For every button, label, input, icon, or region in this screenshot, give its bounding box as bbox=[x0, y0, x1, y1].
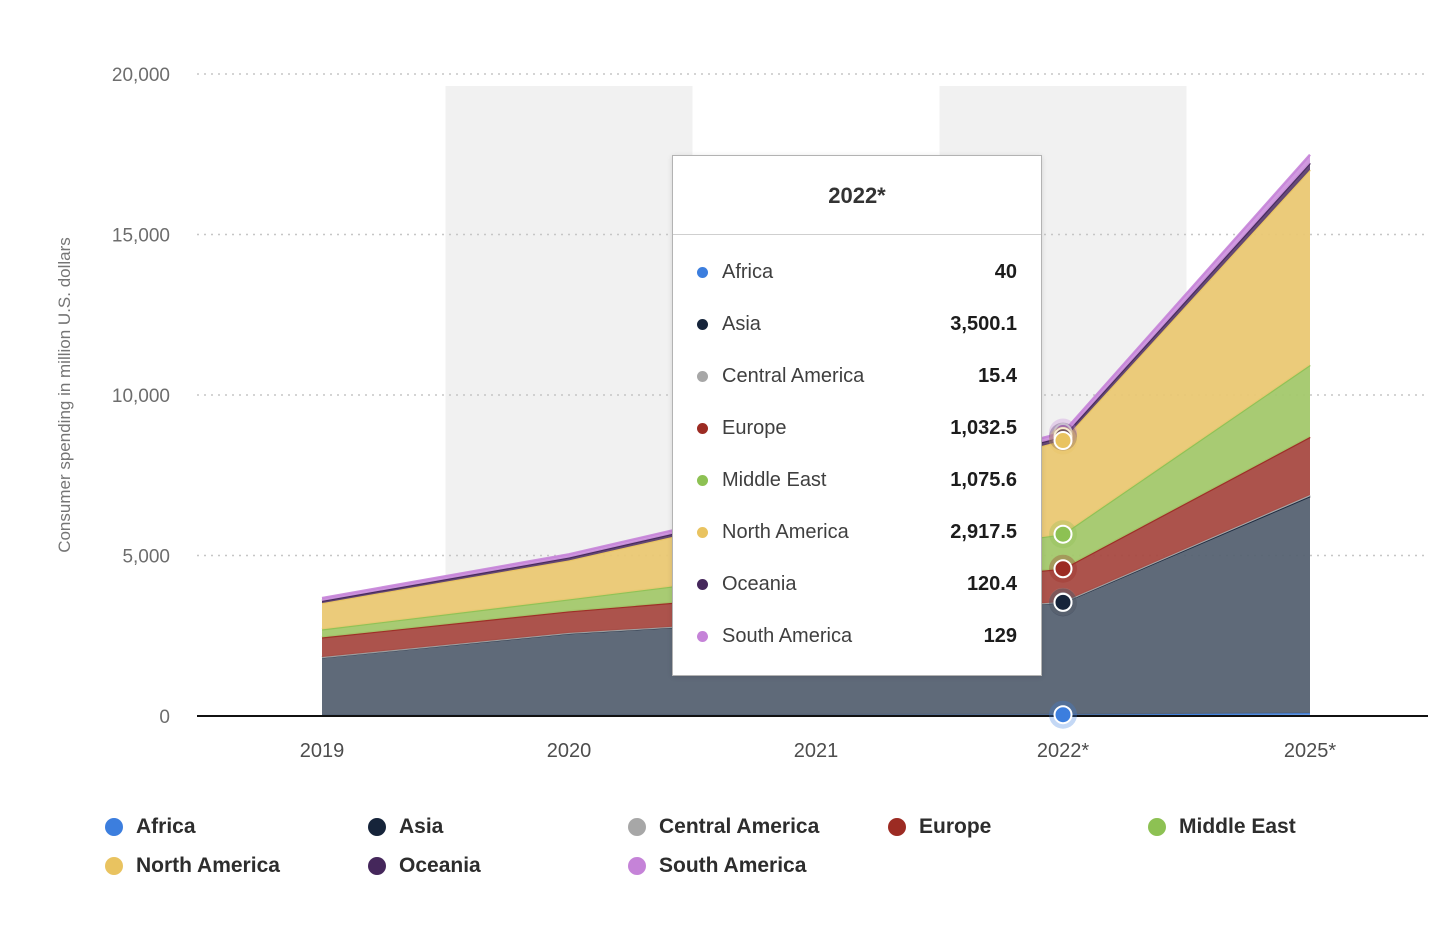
tooltip-series-value: 129 bbox=[983, 624, 1017, 647]
series-dot-icon bbox=[697, 266, 708, 278]
legend: Africa Asia Central America Europe Middle Ea… bbox=[105, 815, 1405, 877]
x-tick-label-2020: 2020 bbox=[547, 740, 592, 762]
series-dot-icon bbox=[697, 474, 708, 486]
tooltip-series-value: 1,075.6 bbox=[950, 468, 1017, 491]
tooltip-row-asia: Asia 3,500.1 bbox=[697, 298, 1017, 350]
tooltip-row-south-america: South America 129 bbox=[697, 610, 1017, 662]
marker-north-america[interactable] bbox=[1053, 431, 1073, 451]
y-axis-title: Consumer spending in million U.S. dollar… bbox=[55, 237, 74, 553]
legend-dot-icon bbox=[368, 856, 386, 875]
tooltip-row-europe: Europe 1,032.5 bbox=[697, 402, 1017, 454]
tooltip-series-value: 3,500.1 bbox=[950, 312, 1017, 335]
area-north-america[interactable] bbox=[322, 169, 1310, 630]
legend-dot-icon bbox=[1148, 817, 1166, 836]
series-dot-icon bbox=[697, 370, 708, 382]
marker-asia[interactable] bbox=[1053, 592, 1073, 612]
tooltip-row-oceania: Oceania 120.4 bbox=[697, 558, 1017, 610]
x-tick-label-2022*: 2022* bbox=[1037, 740, 1089, 762]
legend-item-africa[interactable]: Africa bbox=[105, 815, 368, 838]
tooltip-rows: Africa 40 Asia 3,500.1 Central America 15.4 Eu… bbox=[673, 235, 1041, 675]
y-tick-label: 5,000 bbox=[122, 547, 170, 568]
legend-dot-icon bbox=[368, 817, 386, 836]
tooltip-row-central-america: Central America 15.4 bbox=[697, 350, 1017, 402]
tooltip-series-value: 1,032.5 bbox=[950, 416, 1017, 439]
tooltip-title: 2022* bbox=[673, 156, 1041, 235]
legend-label: Middle East bbox=[1179, 814, 1296, 838]
tooltip-series-label: Asia bbox=[722, 312, 761, 335]
tooltip: 2022* Africa 40 Asia 3,500.1 Central America… bbox=[672, 155, 1042, 676]
legend-item-asia[interactable]: Asia bbox=[368, 815, 628, 838]
legend-item-north-america[interactable]: North America bbox=[105, 854, 368, 877]
marker-europe[interactable] bbox=[1053, 559, 1073, 579]
series-dot-icon bbox=[697, 578, 708, 590]
tooltip-series-label: Oceania bbox=[722, 572, 797, 595]
tooltip-series-value: 40 bbox=[994, 260, 1017, 283]
legend-label: South America bbox=[659, 853, 807, 877]
legend-dot-icon bbox=[888, 817, 906, 836]
y-tick-label: 10,000 bbox=[112, 386, 170, 407]
area-asia[interactable] bbox=[322, 496, 1310, 716]
y-tick-label: 20,000 bbox=[112, 65, 170, 86]
legend-item-middle-east[interactable]: Middle East bbox=[1148, 815, 1405, 838]
x-tick-label-2019: 2019 bbox=[300, 740, 345, 762]
series-dot-icon bbox=[697, 318, 708, 330]
series-dot-icon bbox=[697, 630, 708, 642]
tooltip-row-middle-east: Middle East 1,075.6 bbox=[697, 454, 1017, 506]
legend-label: Europe bbox=[919, 814, 992, 838]
legend-item-oceania[interactable]: Oceania bbox=[368, 854, 628, 877]
y-tick-label: 15,000 bbox=[112, 226, 170, 247]
legend-item-central-america[interactable]: Central America bbox=[628, 815, 888, 838]
legend-label: Asia bbox=[399, 814, 444, 838]
legend-dot-icon bbox=[105, 817, 123, 836]
tooltip-series-label: South America bbox=[722, 624, 853, 647]
tooltip-series-value: 15.4 bbox=[978, 364, 1017, 387]
legend-label: Africa bbox=[136, 814, 196, 838]
marker-middle-east[interactable] bbox=[1053, 524, 1073, 544]
tooltip-row-north-america: North America 2,917.5 bbox=[697, 506, 1017, 558]
tooltip-series-value: 120.4 bbox=[966, 572, 1017, 595]
marker-africa[interactable] bbox=[1053, 705, 1073, 725]
legend-label: Oceania bbox=[399, 853, 481, 877]
series-dot-icon bbox=[697, 422, 708, 434]
tooltip-series-value: 2,917.5 bbox=[950, 520, 1017, 543]
legend-dot-icon bbox=[628, 817, 646, 836]
tooltip-row-africa: Africa 40 bbox=[697, 246, 1017, 298]
legend-label: Central America bbox=[659, 814, 820, 838]
tooltip-series-label: Middle East bbox=[722, 468, 827, 491]
tooltip-series-label: North America bbox=[722, 520, 849, 543]
series-dot-icon bbox=[697, 526, 708, 538]
y-tick-label: 0 bbox=[159, 707, 170, 728]
tooltip-series-label: Europe bbox=[722, 416, 787, 439]
legend-dot-icon bbox=[105, 856, 123, 875]
legend-item-europe[interactable]: Europe bbox=[888, 815, 1148, 838]
tooltip-series-label: Central America bbox=[722, 364, 865, 387]
tooltip-series-label: Africa bbox=[722, 260, 774, 283]
legend-dot-icon bbox=[628, 856, 646, 875]
legend-label: North America bbox=[136, 853, 280, 877]
x-tick-label-2025*: 2025* bbox=[1284, 740, 1336, 762]
x-tick-label-2021: 2021 bbox=[794, 740, 839, 762]
legend-item-south-america[interactable]: South America bbox=[628, 854, 888, 877]
